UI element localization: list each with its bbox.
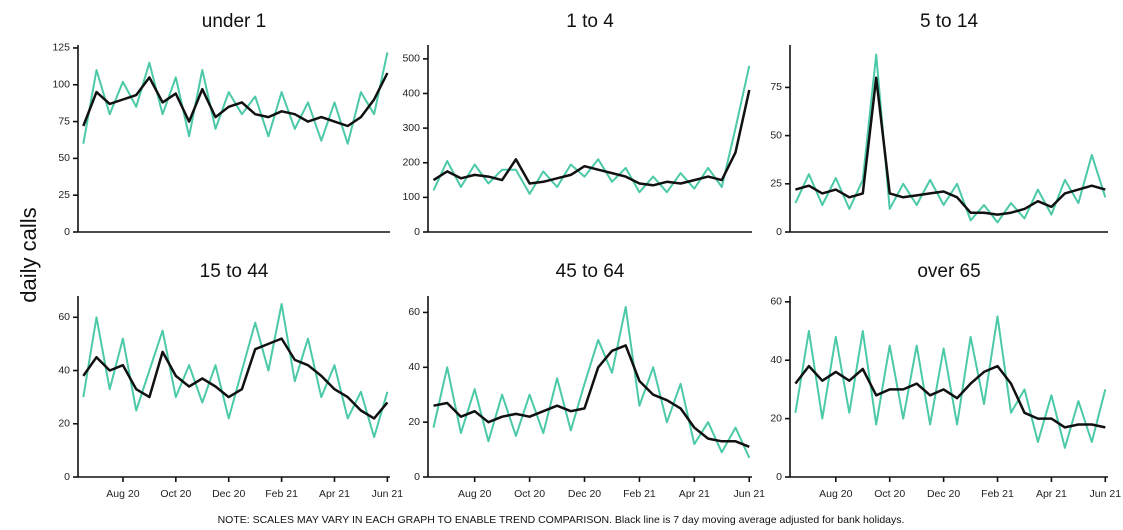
y-axis-label: daily calls xyxy=(16,207,41,302)
series-line xyxy=(795,76,1106,216)
x-tick-label: Oct 20 xyxy=(160,488,191,500)
series-line xyxy=(432,306,751,459)
x-tick-label: Dec 20 xyxy=(927,488,960,500)
y-tick-label: 400 xyxy=(402,87,420,99)
panel-title: 45 to 64 xyxy=(556,261,625,282)
y-tick-label: 75 xyxy=(58,115,70,127)
x-tick-label: Oct 20 xyxy=(514,488,545,500)
x-tick-label: Dec 20 xyxy=(568,488,601,500)
series-line xyxy=(794,364,1106,429)
panel-title: 15 to 44 xyxy=(200,261,269,282)
y-tick-label: 60 xyxy=(770,296,782,308)
note: NOTE: SCALES MAY VARY IN EACH GRAPH TO E… xyxy=(218,514,905,526)
x-tick-label: Feb 21 xyxy=(623,488,656,500)
x-tick-label: Aug 20 xyxy=(819,488,852,500)
series-line xyxy=(82,337,389,420)
y-tick-label: 60 xyxy=(58,311,70,323)
y-tick-label: 75 xyxy=(770,81,782,93)
y-tick-label: 100 xyxy=(402,191,420,203)
y-tick-label: 0 xyxy=(776,226,782,238)
panel-title: 1 to 4 xyxy=(566,11,614,32)
y-tick-label: 40 xyxy=(408,361,420,373)
y-tick-label: 0 xyxy=(64,471,70,483)
y-tick-label: 20 xyxy=(58,418,70,430)
series-line xyxy=(82,72,389,128)
y-tick-label: 50 xyxy=(58,152,70,164)
y-tick-label: 300 xyxy=(402,122,420,134)
x-tick-label: Aug 20 xyxy=(106,488,139,500)
x-tick-label: Feb 21 xyxy=(265,488,298,500)
y-tick-label: 20 xyxy=(408,416,420,428)
x-tick-label: Apr 21 xyxy=(1036,488,1067,500)
x-tick-label: Feb 21 xyxy=(981,488,1014,500)
x-tick-label: Oct 20 xyxy=(874,488,905,500)
y-tick-label: 60 xyxy=(408,306,420,318)
x-tick-label: Apr 21 xyxy=(679,488,710,500)
series-line xyxy=(794,315,1107,449)
panel-title: over 65 xyxy=(917,261,980,282)
y-tick-label: 25 xyxy=(58,189,70,201)
y-tick-label: 25 xyxy=(770,178,782,190)
y-tick-label: 0 xyxy=(64,226,70,238)
y-tick-label: 125 xyxy=(52,42,70,54)
y-tick-label: 0 xyxy=(414,226,420,238)
y-tick-label: 40 xyxy=(770,354,782,366)
y-tick-label: 20 xyxy=(770,412,782,424)
x-tick-label: Dec 20 xyxy=(212,488,245,500)
x-tick-label: Jun 21 xyxy=(1090,488,1122,500)
y-tick-label: 500 xyxy=(402,53,420,65)
series-line xyxy=(82,303,389,439)
y-tick-label: 40 xyxy=(58,364,70,376)
x-tick-label: Jun 21 xyxy=(372,488,404,500)
series-line xyxy=(432,89,751,187)
series-line xyxy=(433,344,750,448)
x-tick-label: Aug 20 xyxy=(458,488,491,500)
x-tick-label: Apr 21 xyxy=(319,488,350,500)
y-tick-label: 0 xyxy=(414,471,420,483)
x-tick-label: Jun 21 xyxy=(733,488,765,500)
panel-title: under 1 xyxy=(202,11,266,32)
y-tick-label: 100 xyxy=(52,79,70,91)
series-line xyxy=(82,52,389,145)
y-tick-label: 200 xyxy=(402,157,420,169)
series-line xyxy=(794,53,1107,224)
y-tick-label: 50 xyxy=(770,129,782,141)
panel-title: 5 to 14 xyxy=(920,11,979,32)
y-tick-label: 0 xyxy=(776,471,782,483)
